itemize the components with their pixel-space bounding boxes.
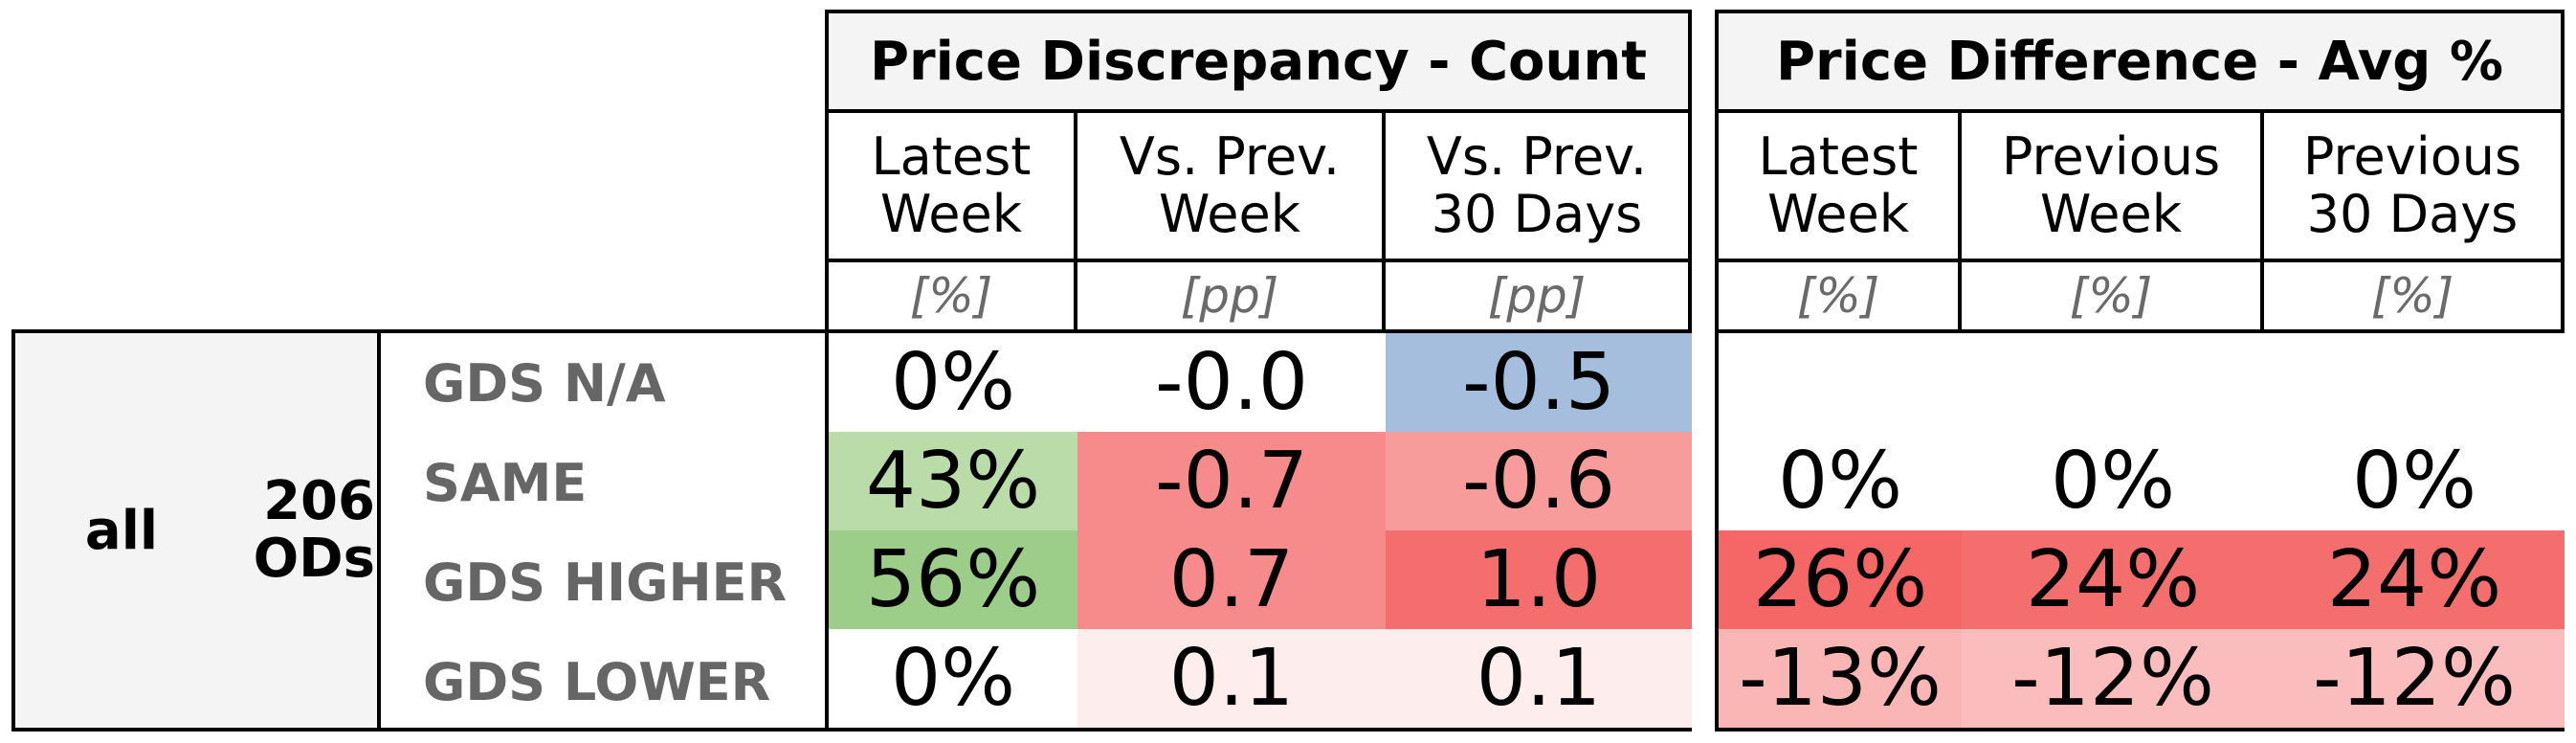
row-label-text: GDS N/A (423, 352, 666, 414)
avg-value-cell: 26% (1719, 530, 1962, 629)
avg-value-cell: 24% (1962, 530, 2264, 629)
count-value-cell: -0.5 (1386, 333, 1692, 432)
count-group-title: Price Discrepancy - Count (825, 10, 1692, 113)
count-col-header-prev-week: Vs. Prev. Week (1074, 109, 1386, 262)
avg-value-cell (1719, 333, 1962, 432)
count-value-cell: -0.6 (1386, 432, 1692, 530)
avg-col-header-prev-week: Previous Week (1958, 109, 2264, 262)
avg-col-header-latest: Latest Week (1715, 109, 1962, 262)
avg-value-cell (2264, 333, 2565, 432)
count-unit-latest: [%] (825, 259, 1077, 333)
unit-text: [%] (2370, 268, 2454, 324)
count-value-cell: 1.0 (1386, 530, 1692, 629)
count-unit-prev-week: [pp] (1074, 259, 1386, 333)
count-value-cell: -0.7 (1077, 432, 1386, 530)
count-value-cell: 0.7 (1077, 530, 1386, 629)
row-label-text: GDS LOWER (423, 651, 771, 712)
count-col-header-prev-30: Vs. Prev. 30 Days (1382, 109, 1692, 262)
segment-name-cell: all (11, 329, 232, 732)
segment-ods-cell: 206 ODs (232, 329, 375, 732)
avg-group-title: Price Difference - Avg % (1715, 10, 2565, 113)
avg-value-cell: -12% (1962, 629, 2264, 728)
segment-ods: 206 ODs (253, 470, 375, 590)
unit-text: [%] (909, 268, 993, 324)
unit-text: [pp] (1180, 268, 1279, 324)
count-value-cell: 56% (829, 530, 1077, 629)
avg-group-title-text: Price Difference - Avg % (1776, 30, 2503, 93)
segment-name: all (84, 499, 159, 562)
avg-value-cell: 0% (2264, 432, 2565, 530)
row-label-gds-higher: GDS HIGHER (423, 532, 787, 632)
unit-text: [pp] (1487, 268, 1587, 324)
row-label-same: SAME (423, 433, 587, 532)
col-header-text: Latest Week (871, 126, 1032, 244)
avg-body: 0% 0% 0% 26% 24% 24% -13% -12% -12% (1715, 329, 2565, 732)
unit-text: [%] (1796, 268, 1880, 324)
avg-value-cell: -13% (1719, 629, 1962, 728)
count-unit-prev-30: [pp] (1382, 259, 1692, 333)
col-header-text: Previous 30 Days (2302, 126, 2522, 244)
avg-unit-prev-week: [%] (1958, 259, 2264, 333)
count-value-cell: 0.1 (1386, 629, 1692, 728)
col-header-text: Previous Week (2001, 126, 2221, 244)
avg-value-cell (1962, 333, 2264, 432)
count-value-cell: 43% (829, 432, 1077, 530)
row-label-gds-na: GDS N/A (423, 333, 666, 433)
count-col-header-latest: Latest Week (825, 109, 1077, 262)
avg-value-cell: 24% (2264, 530, 2565, 629)
segment-panel (11, 329, 381, 732)
row-label-gds-lower: GDS LOWER (423, 632, 770, 732)
count-body: 0% -0.0 -0.5 43% -0.7 -0.6 56% 0.7 1.0 0% 0.1 0.1 (825, 329, 1692, 732)
avg-col-header-prev-30: Previous 30 Days (2260, 109, 2565, 262)
count-value-cell: 0% (829, 629, 1077, 728)
row-label-text: SAME (423, 452, 588, 513)
count-value-cell: -0.0 (1077, 333, 1386, 432)
avg-unit-prev-30: [%] (2260, 259, 2565, 333)
col-header-text: Vs. Prev. Week (1119, 126, 1341, 244)
avg-unit-latest: [%] (1715, 259, 1962, 333)
unit-text: [%] (2069, 268, 2153, 324)
row-label-text: GDS HIGHER (423, 552, 788, 613)
avg-value-cell: 0% (1962, 432, 2264, 530)
avg-value-cell: -12% (2264, 629, 2565, 728)
row-labels-panel (377, 329, 827, 732)
avg-value-cell: 0% (1719, 432, 1962, 530)
count-value-cell: 0.1 (1077, 629, 1386, 728)
count-value-cell: 0% (829, 333, 1077, 432)
count-group-title-text: Price Discrepancy - Count (869, 30, 1648, 93)
col-header-text: Vs. Prev. 30 Days (1426, 126, 1648, 244)
col-header-text: Latest Week (1758, 126, 1919, 244)
